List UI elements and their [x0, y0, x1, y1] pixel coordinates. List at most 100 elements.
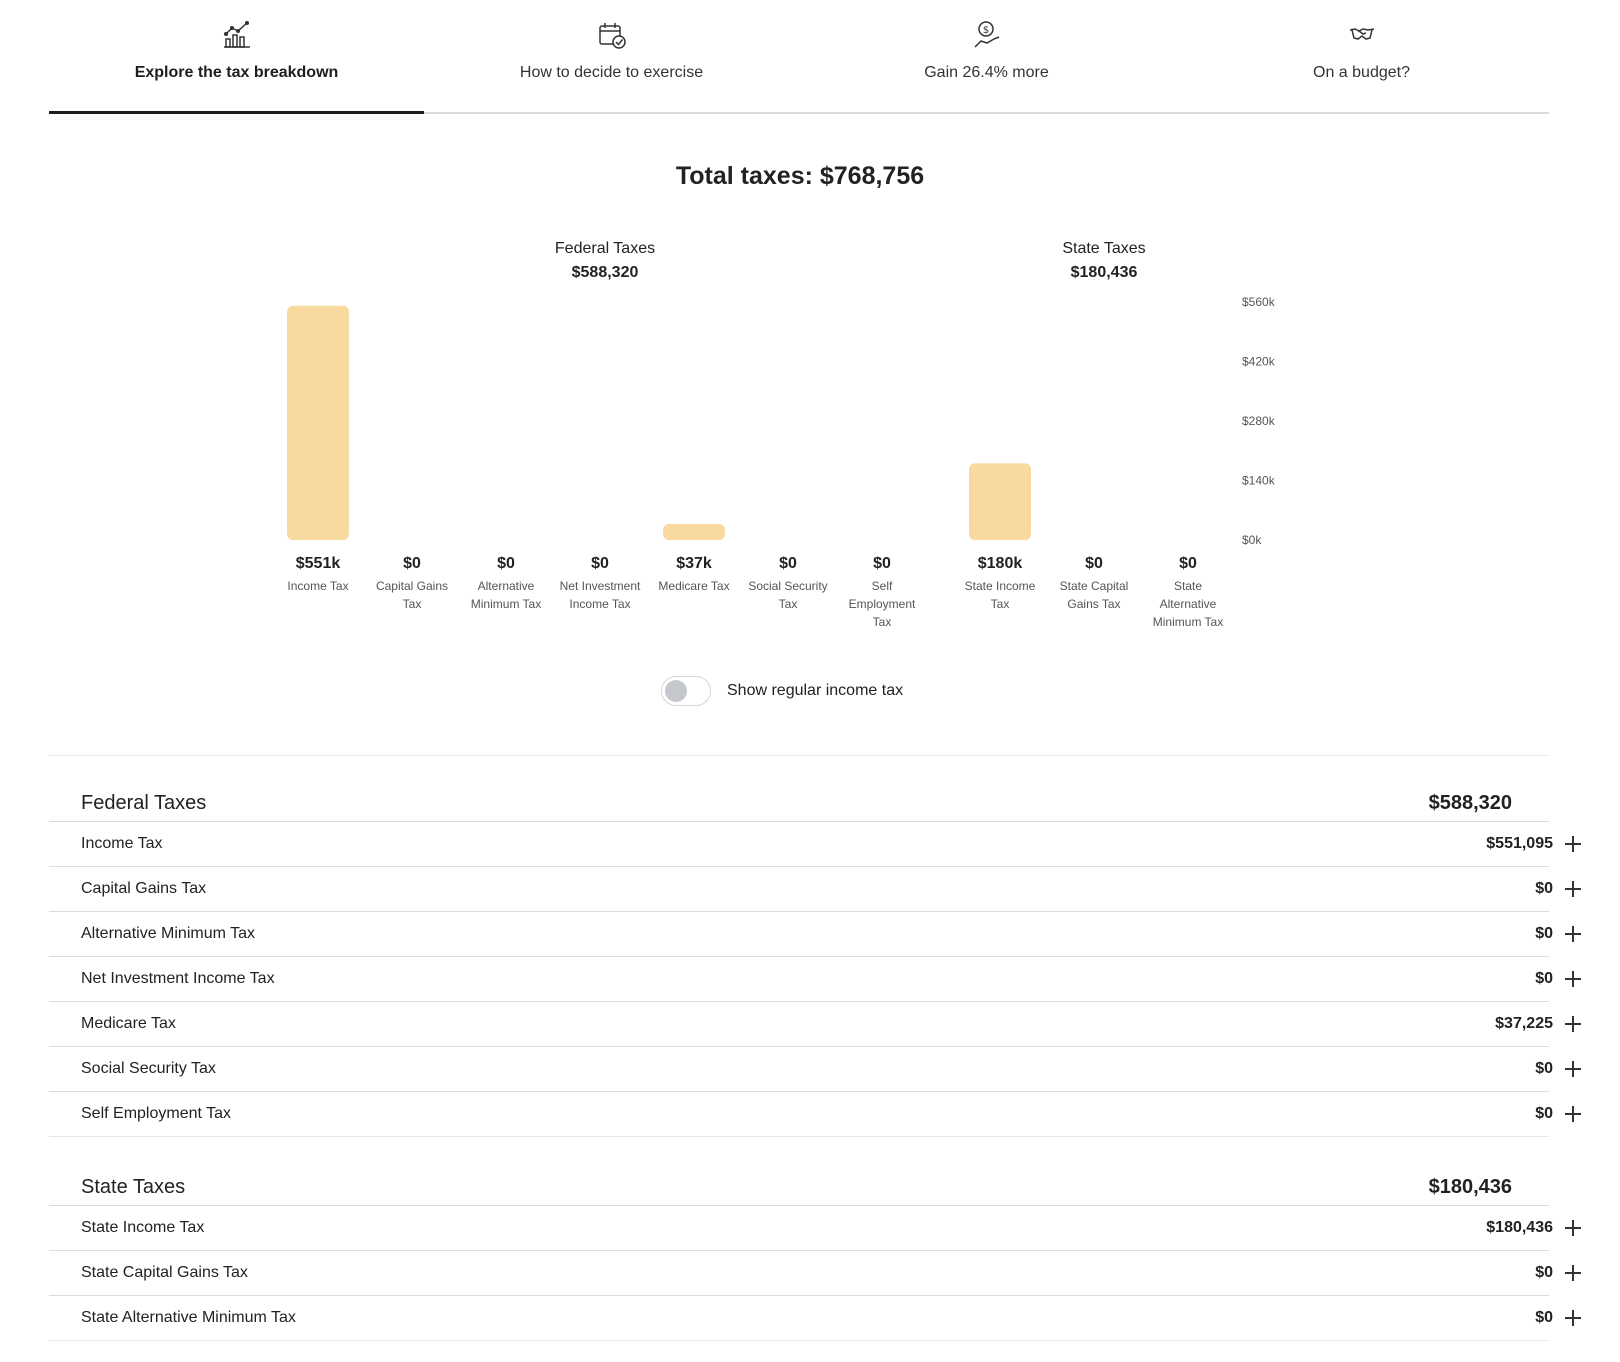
tab-label: How to decide to exercise	[519, 64, 704, 81]
money-hand-icon: $	[973, 21, 999, 48]
tax-name: State Income Tax	[81, 1219, 205, 1236]
tax-value-group: $0	[1535, 1060, 1581, 1078]
tax-value: $0	[1535, 1060, 1553, 1077]
bar-value-label: $0	[591, 555, 609, 572]
bar-value-label: $180k	[978, 555, 1023, 572]
expand-plus-icon[interactable]	[1565, 1106, 1581, 1122]
table-row[interactable]: Self Employment Tax $0	[49, 1092, 1581, 1137]
tax-name: Medicare Tax	[81, 1015, 176, 1032]
table-row[interactable]: Alternative Minimum Tax $0	[49, 912, 1581, 957]
table-row[interactable]: State Capital Gains Tax $0	[49, 1251, 1581, 1296]
federal-taxes-header: Federal Taxes $588,320	[485, 240, 725, 282]
tab-decide-exercise[interactable]: How to decide to exercise	[424, 0, 799, 114]
total-taxes-title: Total taxes: $768,756	[675, 162, 925, 190]
handshake-icon	[1349, 28, 1374, 40]
state-taxes-label: State Taxes	[1062, 240, 1146, 257]
active-tab-indicator	[49, 111, 424, 114]
x-tick-label: Gains Tax	[1067, 597, 1120, 611]
table-row[interactable]: Capital Gains Tax $0	[49, 867, 1581, 912]
x-tick-label: Tax	[991, 597, 1010, 611]
federal-taxes-label: Federal Taxes	[554, 240, 656, 257]
y-tick-label: $140k	[1242, 474, 1276, 488]
bar[interactable]	[287, 305, 349, 540]
expand-plus-icon[interactable]	[1565, 836, 1581, 852]
bar-value-label: $0	[1085, 555, 1103, 572]
section-divider	[49, 755, 1549, 756]
federal-section-total: $588,320	[1428, 792, 1512, 814]
tax-value: $0	[1535, 1105, 1553, 1122]
x-tick-label: Net Investment	[560, 579, 641, 593]
regular-income-toggle-row[interactable]: Show regular income tax	[661, 676, 903, 706]
tab-on-budget[interactable]: On a budget?	[1174, 0, 1549, 114]
tab-label: Gain 26.4% more	[924, 64, 1049, 81]
table-row[interactable]: Medicare Tax $37,225	[49, 1002, 1581, 1047]
tab-bar: Explore the tax breakdown How to decide …	[49, 0, 1549, 114]
state-taxes-header: State Taxes $180,436	[984, 240, 1224, 282]
table-row[interactable]: Net Investment Income Tax $0	[49, 957, 1581, 1002]
expand-plus-icon[interactable]	[1565, 1310, 1581, 1326]
federal-taxes-section: Federal Taxes $588,320 Income Tax $551,09…	[49, 782, 1581, 1137]
x-tick-label: Tax	[873, 615, 892, 629]
tax-name: Social Security Tax	[81, 1060, 216, 1077]
expand-plus-icon[interactable]	[1565, 1061, 1581, 1077]
tax-name: Income Tax	[81, 835, 163, 852]
tax-value-group: $551,095	[1486, 835, 1581, 853]
tax-value: $0	[1535, 970, 1553, 987]
tax-value: $0	[1535, 880, 1553, 897]
tabs-underline	[49, 112, 1549, 114]
toggle-knob	[665, 680, 687, 702]
tab-tax-breakdown[interactable]: Explore the tax breakdown	[49, 0, 424, 114]
expand-plus-icon[interactable]	[1565, 971, 1581, 987]
table-row[interactable]: Income Tax $551,095	[49, 822, 1581, 867]
bar-value-label: $0	[497, 555, 515, 572]
tab-gain-more[interactable]: $ Gain 26.4% more	[799, 0, 1174, 114]
bar[interactable]	[969, 463, 1031, 540]
expand-plus-icon[interactable]	[1565, 881, 1581, 897]
x-tick-label: Self	[872, 579, 893, 593]
x-tick-label: Income Tax	[569, 597, 630, 611]
regular-income-toggle[interactable]	[661, 676, 711, 706]
svg-text:$: $	[982, 25, 988, 36]
y-tick-label: $0k	[1242, 533, 1262, 547]
y-tick-label: $560k	[1242, 295, 1276, 309]
tax-value: $180,436	[1486, 1219, 1553, 1236]
state-section-total: $180,436	[1428, 1176, 1512, 1198]
x-tick-label: Minimum Tax	[1153, 615, 1223, 629]
tax-value-group: $0	[1535, 1309, 1581, 1327]
tax-value-group: $0	[1535, 1264, 1581, 1282]
y-tick-label: $280k	[1242, 414, 1276, 428]
expand-plus-icon[interactable]	[1565, 1265, 1581, 1281]
bar[interactable]	[663, 524, 725, 540]
x-tick-label: Capital Gains	[376, 579, 448, 593]
federal-taxes-total: $588,320	[571, 264, 639, 281]
x-tick-label: Alternative	[478, 579, 535, 593]
bar-value-label: $551k	[296, 555, 341, 572]
expand-plus-icon[interactable]	[1565, 1220, 1581, 1236]
tax-value-group: $180,436	[1486, 1219, 1581, 1237]
bar-value-label: $0	[873, 555, 891, 572]
table-row[interactable]: State Income Tax $180,436	[49, 1206, 1581, 1251]
bar-value-label: $37k	[676, 555, 712, 572]
tax-bar-chart: $0k $140k $280k $420k $560k $551k Income Tax $0…	[287, 295, 1276, 629]
toggle-label: Show regular income tax	[727, 682, 904, 699]
tax-name: Net Investment Income Tax	[81, 970, 275, 987]
state-taxes-total: $180,436	[1070, 264, 1138, 281]
x-tick-label: Minimum Tax	[471, 597, 541, 611]
bar-value-label: $0	[403, 555, 421, 572]
state-section-header: State Taxes $180,436	[49, 1166, 1549, 1206]
federal-section-title: Federal Taxes	[81, 792, 207, 814]
tax-name: Capital Gains Tax	[81, 880, 207, 897]
table-row[interactable]: State Alternative Minimum Tax $0	[49, 1296, 1581, 1341]
expand-plus-icon[interactable]	[1565, 926, 1581, 942]
expand-plus-icon[interactable]	[1565, 1016, 1581, 1032]
tax-value-group: $0	[1535, 880, 1581, 898]
table-row[interactable]: Social Security Tax $0	[49, 1047, 1581, 1092]
tax-name: State Alternative Minimum Tax	[81, 1309, 296, 1326]
tax-value: $0	[1535, 1309, 1553, 1326]
x-tick-label: State Capital	[1060, 579, 1129, 593]
x-tick-label: Income Tax	[287, 579, 348, 593]
tab-label: Explore the tax breakdown	[134, 64, 339, 81]
state-taxes-section: State Taxes $180,436 State Income Tax $18…	[49, 1166, 1581, 1341]
tax-value: $551,095	[1486, 835, 1553, 852]
state-section-title: State Taxes	[81, 1176, 186, 1198]
